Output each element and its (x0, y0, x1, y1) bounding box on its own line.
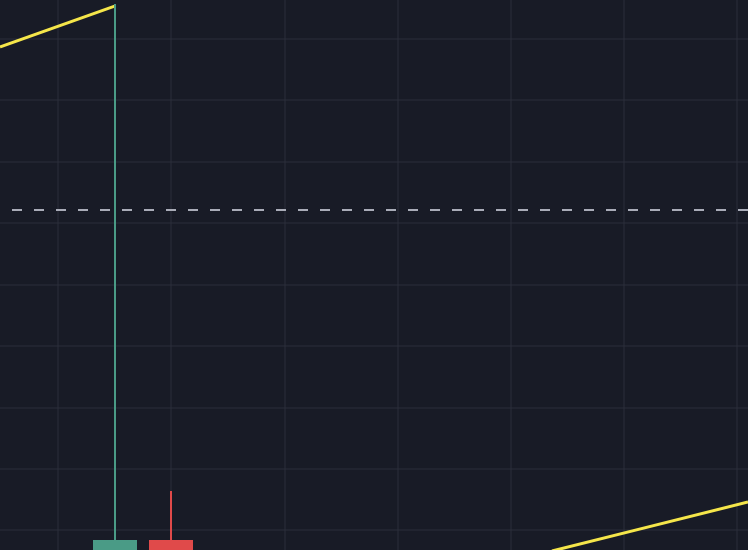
indicator-line-segment-top (0, 4, 116, 49)
candle-up-body (93, 540, 137, 550)
candle-down-body (149, 540, 193, 550)
indicator-line-segment-bottom (551, 500, 748, 550)
candle-up[interactable] (93, 4, 137, 550)
candle-down[interactable] (149, 491, 193, 550)
